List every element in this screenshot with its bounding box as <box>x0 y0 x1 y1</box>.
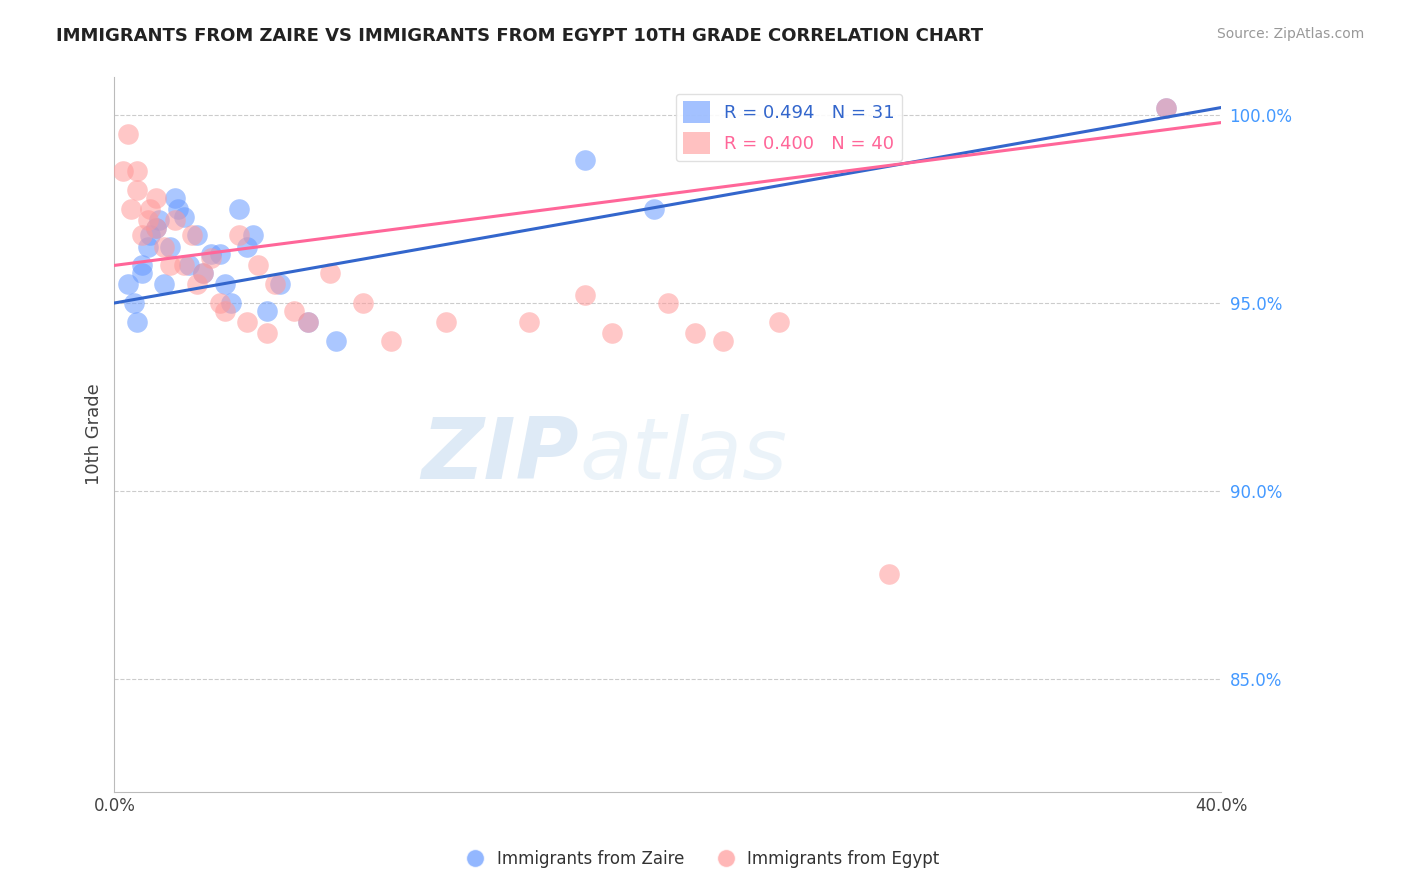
Point <box>574 153 596 168</box>
Point <box>236 239 259 253</box>
Point <box>877 566 900 581</box>
Point <box>145 220 167 235</box>
Point <box>131 228 153 243</box>
Point <box>117 277 139 292</box>
Legend: Immigrants from Zaire, Immigrants from Egypt: Immigrants from Zaire, Immigrants from E… <box>460 844 946 875</box>
Point <box>236 315 259 329</box>
Point <box>139 202 162 216</box>
Point <box>643 202 665 216</box>
Point <box>269 277 291 292</box>
Text: IMMIGRANTS FROM ZAIRE VS IMMIGRANTS FROM EGYPT 10TH GRADE CORRELATION CHART: IMMIGRANTS FROM ZAIRE VS IMMIGRANTS FROM… <box>56 27 983 45</box>
Point <box>131 266 153 280</box>
Point <box>145 191 167 205</box>
Point <box>136 213 159 227</box>
Point <box>283 303 305 318</box>
Point <box>256 303 278 318</box>
Point <box>214 303 236 318</box>
Point <box>319 266 342 280</box>
Point <box>228 202 250 216</box>
Point <box>380 334 402 348</box>
Point <box>228 228 250 243</box>
Point <box>153 239 176 253</box>
Point <box>131 259 153 273</box>
Point <box>159 259 181 273</box>
Text: atlas: atlas <box>579 415 787 498</box>
Point <box>120 202 142 216</box>
Point <box>191 266 214 280</box>
Point <box>219 296 242 310</box>
Legend: R = 0.494   N = 31, R = 0.400   N = 40: R = 0.494 N = 31, R = 0.400 N = 40 <box>676 94 903 161</box>
Point <box>602 326 624 340</box>
Point <box>165 191 187 205</box>
Point <box>200 247 222 261</box>
Point <box>173 259 195 273</box>
Point <box>167 202 190 216</box>
Point <box>180 228 202 243</box>
Point <box>436 315 458 329</box>
Point <box>125 183 148 197</box>
Point <box>247 259 270 273</box>
Point <box>208 296 231 310</box>
Point <box>125 164 148 178</box>
Text: Source: ZipAtlas.com: Source: ZipAtlas.com <box>1216 27 1364 41</box>
Point <box>685 326 707 340</box>
Point <box>711 334 734 348</box>
Text: ZIP: ZIP <box>422 415 579 498</box>
Point <box>148 213 170 227</box>
Point <box>768 315 790 329</box>
Point <box>191 266 214 280</box>
Point <box>574 288 596 302</box>
Point <box>111 164 134 178</box>
Point <box>136 239 159 253</box>
Point <box>325 334 347 348</box>
Point <box>200 251 222 265</box>
Point <box>117 127 139 141</box>
Point <box>657 296 679 310</box>
Point <box>242 228 264 243</box>
Y-axis label: 10th Grade: 10th Grade <box>86 384 103 485</box>
Point <box>208 247 231 261</box>
Point <box>352 296 374 310</box>
Point <box>264 277 287 292</box>
Point <box>159 239 181 253</box>
Point <box>173 210 195 224</box>
Point <box>297 315 319 329</box>
Point <box>1154 101 1177 115</box>
Point <box>1154 101 1177 115</box>
Point <box>519 315 541 329</box>
Point <box>145 220 167 235</box>
Point <box>165 213 187 227</box>
Point <box>214 277 236 292</box>
Point <box>186 228 208 243</box>
Point <box>139 228 162 243</box>
Point <box>153 277 176 292</box>
Point <box>297 315 319 329</box>
Point <box>256 326 278 340</box>
Point <box>179 259 201 273</box>
Point <box>125 315 148 329</box>
Point <box>186 277 208 292</box>
Point <box>122 296 145 310</box>
